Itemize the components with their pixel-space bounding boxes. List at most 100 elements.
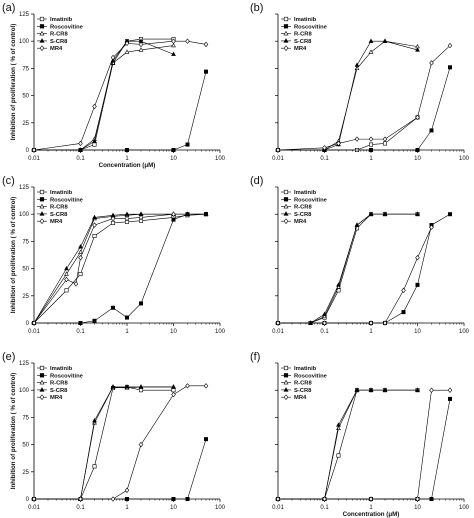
series-line: [34, 385, 206, 500]
data-point: [110, 54, 116, 61]
data-point: [111, 220, 116, 225]
data-point: [368, 496, 374, 502]
legend-label: Imatinib: [50, 366, 73, 372]
legend-label: Roscovitine: [294, 373, 328, 379]
series-s-cr8: [275, 387, 420, 501]
legend-marker: [39, 189, 45, 195]
series-line: [33, 213, 207, 324]
legend-label: Imatinib: [50, 190, 73, 196]
legend-marker: [283, 211, 289, 216]
data-point: [336, 453, 341, 458]
x-tick-label: 0.01: [272, 505, 284, 511]
data-point: [368, 320, 374, 326]
x-tick-label: 10: [414, 156, 421, 162]
legend-label: Imatinib: [294, 17, 317, 23]
data-point: [322, 496, 327, 502]
x-tick-label: 0.01: [28, 156, 40, 162]
data-point: [78, 140, 83, 147]
data-point: [92, 464, 97, 469]
x-axis-title: Concentration (μM): [99, 162, 156, 169]
data-point: [64, 271, 69, 276]
data-point: [78, 496, 83, 502]
data-point: [429, 496, 434, 501]
x-tick-label: 1: [369, 156, 373, 162]
legend-label: MR4: [50, 219, 63, 225]
series-imatinib: [31, 37, 176, 153]
legend-marker: [39, 38, 45, 43]
data-point: [447, 42, 453, 49]
chart-panel-a: (a) 0.01 0.1 1 10 100 0 25 50 75 100 125 Concentrati…: [2, 2, 226, 169]
series-line: [278, 213, 418, 324]
legend-label: R-CR8: [50, 32, 68, 38]
data-point: [322, 313, 327, 319]
y-tick-label: 125: [19, 12, 30, 18]
series-s-cr8: [31, 38, 176, 152]
data-point: [124, 215, 130, 222]
data-point: [322, 311, 327, 316]
data-point: [78, 249, 83, 254]
series-r-cr8: [31, 211, 209, 325]
data-point: [415, 255, 420, 261]
series-r-cr8: [31, 42, 176, 152]
legend-marker: [39, 203, 45, 209]
x-tick-label: 0.1: [76, 156, 85, 162]
series-line: [278, 67, 451, 151]
data-point: [336, 425, 341, 430]
series-imatinib: [31, 384, 176, 501]
legend-label: S-CR8: [50, 388, 68, 394]
series-line: [34, 213, 206, 324]
legend-marker: [39, 387, 45, 392]
legend-marker: [39, 218, 45, 225]
data-point: [124, 384, 130, 389]
data-point: [354, 222, 360, 227]
data-point: [429, 60, 434, 66]
series-line: [278, 389, 418, 500]
data-point: [275, 147, 281, 153]
data-point: [31, 496, 37, 502]
x-tick-label: 1: [369, 329, 373, 335]
legend-marker: [39, 45, 45, 52]
series-line: [278, 389, 450, 500]
series-r-cr8: [275, 387, 420, 501]
series-mr4: [275, 224, 434, 326]
series-s-cr8: [31, 384, 176, 501]
y-tick-label: 75: [22, 415, 29, 421]
series-imatinib: [31, 212, 209, 325]
data-point: [336, 140, 341, 147]
legend-marker: [283, 45, 289, 52]
data-point: [92, 222, 97, 228]
panel-label: (b): [250, 2, 263, 14]
data-point: [171, 148, 176, 153]
x-tick-label: 10: [414, 505, 421, 511]
data-point: [78, 244, 83, 249]
legend-marker: [283, 16, 289, 22]
data-point: [78, 147, 83, 152]
data-point: [415, 282, 420, 287]
data-point: [415, 114, 420, 121]
legend-label: Roscovitine: [50, 24, 84, 30]
data-point: [204, 437, 209, 442]
data-point: [382, 320, 388, 326]
legend-marker: [39, 211, 45, 216]
data-point: [31, 320, 37, 326]
data-point: [110, 60, 116, 65]
series-line: [33, 213, 174, 324]
series-mr4: [275, 42, 453, 153]
data-point: [448, 396, 453, 401]
data-point: [368, 148, 373, 153]
legend-label: MR4: [294, 219, 307, 225]
legend-marker: [283, 24, 289, 29]
legend-marker: [39, 197, 45, 202]
series-line: [34, 40, 174, 151]
data-point: [138, 441, 144, 448]
legend-marker: [283, 197, 289, 202]
legend-label: R-CR8: [294, 32, 312, 38]
data-point: [92, 233, 97, 238]
